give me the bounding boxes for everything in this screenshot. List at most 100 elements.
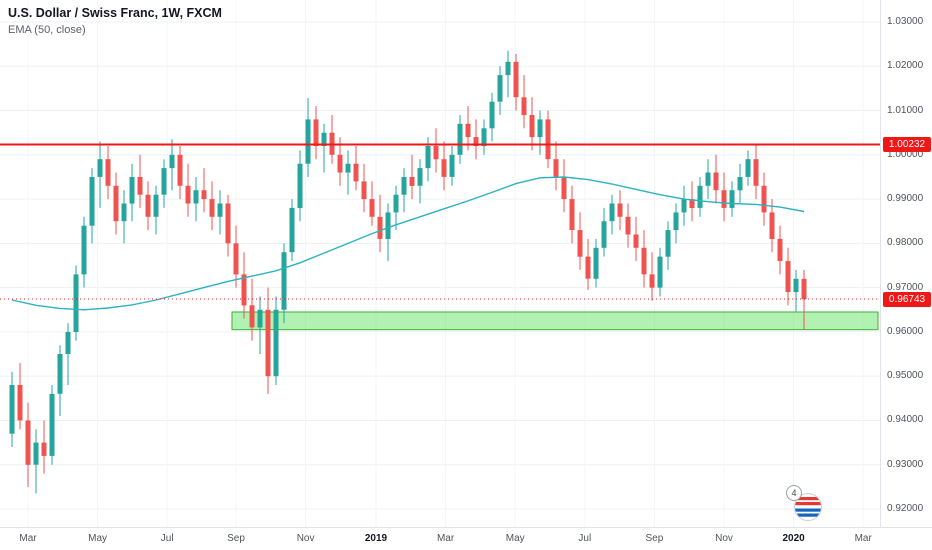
time-tick-label: Mar: [854, 533, 872, 544]
candle-body: [105, 159, 111, 186]
candle-body: [305, 119, 311, 164]
time-tick-label: 2020: [782, 533, 805, 544]
candle-body: [289, 207, 295, 253]
candle-body: [129, 177, 135, 204]
candle-body: [369, 199, 375, 217]
candle-body: [393, 194, 399, 213]
time-tick-label: May: [505, 533, 525, 544]
watermark-logo[interactable]: 4: [786, 485, 826, 525]
time-tick-label: 2019: [364, 533, 388, 544]
time-tick-label: Mar: [19, 533, 37, 544]
candle-body: [201, 190, 207, 200]
candle-body: [225, 203, 231, 244]
candle-body: [41, 442, 47, 456]
candle-body: [153, 194, 159, 217]
candle-body: [57, 354, 63, 394]
candle-body: [433, 146, 439, 160]
candle-body: [465, 123, 471, 138]
candle-body: [785, 261, 791, 293]
price-tick-label: 1.01000: [887, 104, 924, 116]
price-tick-label: 0.97000: [887, 281, 924, 293]
candle-body: [241, 274, 247, 306]
price-tick-label: 0.96000: [887, 325, 924, 337]
candle-body: [489, 101, 495, 129]
candle-body: [673, 212, 679, 231]
time-tick-label: Jul: [578, 533, 592, 544]
candle-body: [281, 252, 287, 310]
candle-body: [25, 420, 31, 465]
candles-group[interactable]: [9, 50, 807, 494]
time-tick-label: Nov: [296, 533, 315, 544]
candle-body: [265, 309, 271, 377]
candle-body: [177, 154, 183, 186]
candle-body: [89, 177, 95, 226]
candle-body: [793, 278, 799, 293]
candle-body: [593, 247, 599, 279]
candle-body: [17, 385, 23, 421]
candle-body: [537, 119, 543, 138]
candle-body: [737, 177, 743, 191]
candle-body: [689, 199, 695, 208]
price-tick-label: 1.02000: [887, 60, 924, 72]
chart-canvas[interactable]: [0, 0, 880, 527]
time-tick-label: Jul: [160, 533, 174, 544]
candle-body: [441, 159, 447, 177]
candle-body: [481, 128, 487, 146]
candle-body: [457, 123, 463, 155]
candle-body: [185, 185, 191, 204]
price-tick-label: 0.99000: [887, 193, 924, 205]
candle-body: [473, 137, 479, 146]
time-axis[interactable]: Mar May Jul Sep Nov 2019 Mar May Jul Sep Nov 2020 Ma…: [0, 527, 932, 550]
candle-body: [337, 154, 343, 173]
indicator-label[interactable]: EMA (50, close): [8, 24, 86, 36]
candle-body: [561, 177, 567, 200]
candle-body: [513, 61, 519, 98]
candle-body: [425, 146, 431, 169]
candle-body: [753, 159, 759, 186]
candle-body: [385, 212, 391, 239]
ema-line[interactable]: [11, 176, 805, 311]
time-tick-label: Mar: [436, 533, 455, 544]
candle-body: [217, 203, 223, 217]
candle-body: [521, 97, 527, 115]
candle-body: [553, 159, 559, 177]
candle-body: [409, 177, 415, 186]
candle-body: [681, 199, 687, 213]
resistance-price-label: 1.00232: [883, 137, 931, 153]
grid: [0, 0, 880, 527]
candle-body: [601, 221, 607, 248]
price-tick-label: 1.03000: [887, 16, 924, 27]
price-axis[interactable]: 1.03000 1.02000 1.01000 1.00000 0.99000 0.980…: [880, 0, 932, 527]
candle-body: [65, 331, 71, 354]
candle-body: [113, 185, 119, 222]
price-tick-label: 0.94000: [887, 414, 924, 426]
candle-body: [73, 274, 79, 332]
logo-badge: 4: [786, 485, 802, 501]
candle-body: [121, 203, 127, 222]
candle-body: [81, 225, 87, 275]
candle-body: [97, 159, 103, 177]
chart-legend: U.S. Dollar / Swiss Franc, 1W, FXCM EMA …: [8, 6, 222, 36]
candle-body: [33, 442, 39, 465]
candle-body: [697, 185, 703, 208]
candle-body: [665, 230, 671, 257]
candle-body: [721, 190, 727, 208]
candle-body: [161, 168, 167, 195]
price-tick-label: 0.92000: [887, 503, 924, 514]
candle-body: [761, 185, 767, 213]
candle-body: [713, 172, 719, 191]
candle-body: [497, 75, 503, 102]
candle-body: [361, 181, 367, 200]
price-tick-label: 0.98000: [887, 237, 924, 249]
symbol-title[interactable]: U.S. Dollar / Swiss Franc, 1W, FXCM: [8, 6, 222, 20]
candle-body: [649, 274, 655, 288]
support-zone[interactable]: [231, 311, 879, 331]
candle-body: [641, 247, 647, 275]
time-tick-label: Nov: [715, 533, 733, 544]
candle-body: [529, 115, 535, 138]
price-tick-label: 0.93000: [887, 458, 924, 470]
price-tick-label: 0.95000: [887, 370, 924, 382]
candle-body: [657, 256, 663, 288]
time-tick-label: Sep: [227, 533, 245, 544]
